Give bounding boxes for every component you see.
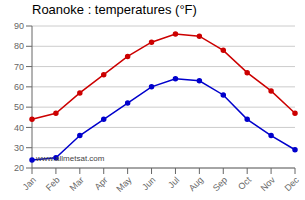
- svg-text:80: 80: [14, 41, 24, 51]
- svg-text:Jul: Jul: [166, 175, 181, 190]
- svg-text:60: 60: [14, 82, 24, 92]
- html-text:Roanoke : temperatures (°F): Roanoke : temperatures (°F): [32, 2, 197, 17]
- svg-text:Nov: Nov: [259, 175, 278, 194]
- svg-text:Sep: Sep: [211, 175, 229, 193]
- svg-text:30: 30: [14, 143, 24, 153]
- svg-text:Apr: Apr: [93, 175, 110, 192]
- svg-text:Feb: Feb: [44, 175, 62, 193]
- svg-text:Jun: Jun: [140, 175, 157, 192]
- svg-text:Oct: Oct: [236, 175, 253, 192]
- svg-text:Aug: Aug: [187, 175, 205, 193]
- svg-text:50: 50: [14, 102, 24, 112]
- svg-text:40: 40: [14, 123, 24, 133]
- html-text:www.allmetsat.com: www.allmetsat.com: [36, 154, 105, 163]
- svg-text:90: 90: [14, 21, 24, 31]
- svg-text:Mar: Mar: [68, 175, 86, 193]
- svg-text:70: 70: [14, 62, 24, 72]
- svg-text:20: 20: [14, 163, 24, 173]
- svg-text:Dec: Dec: [283, 175, 297, 194]
- svg-text:May: May: [114, 175, 133, 194]
- svg-text:Jan: Jan: [21, 175, 38, 192]
